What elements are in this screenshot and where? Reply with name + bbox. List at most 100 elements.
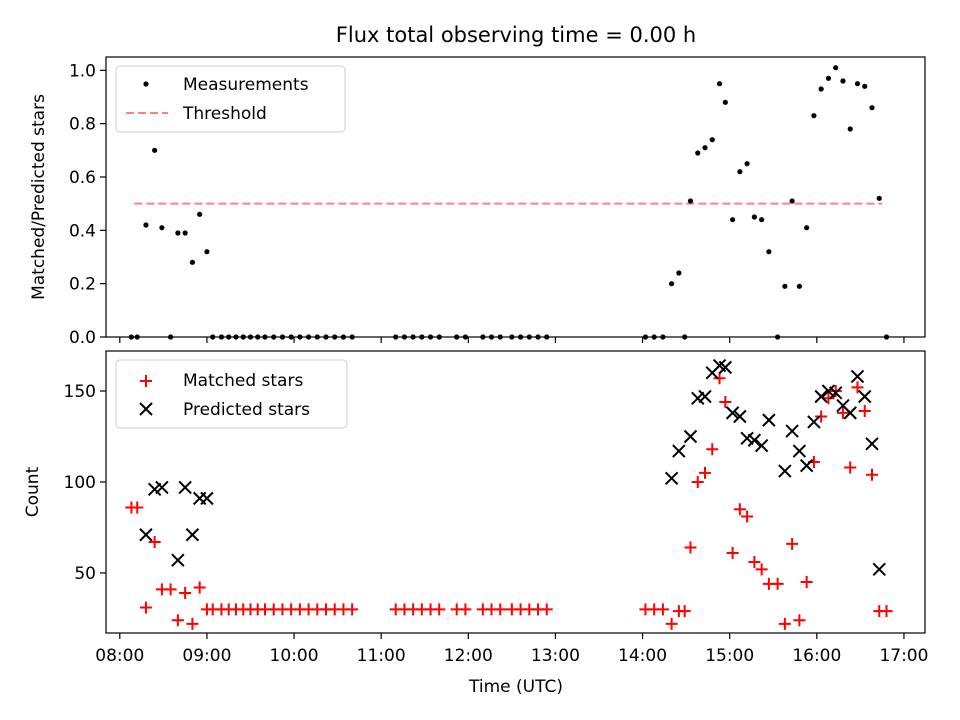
measurement-point	[766, 249, 772, 255]
predicted-star-point	[139, 528, 153, 542]
measurement-point	[833, 65, 839, 71]
predicted-star-point	[178, 480, 192, 495]
matched-star-point	[171, 614, 184, 627]
count-y-axis-label: Count	[23, 466, 43, 517]
predicted-star-point	[185, 528, 200, 542]
matched-star-point	[800, 576, 813, 589]
legend-measurements-label: Measurements	[183, 75, 309, 95]
predicted-star-point	[698, 389, 712, 404]
count-y-tick-label: 100	[64, 473, 96, 493]
x-tick-label: 14:00	[618, 646, 667, 666]
legend-predicted-label: Predicted stars	[183, 400, 310, 420]
measurement-point	[847, 126, 853, 132]
measurement-point	[729, 217, 736, 223]
measurement-point	[204, 249, 210, 255]
predicted-star-point	[725, 406, 740, 420]
ratio-y-tick-label: 0.8	[69, 115, 96, 135]
ratio-panel: 0.0 0.2 0.4 0.6 0.8 1.0 Matched/Predicted sta…	[29, 56, 926, 348]
matched-star-point	[540, 603, 553, 616]
measurement-point	[811, 113, 817, 119]
x-tick-label: 12:00	[444, 646, 493, 666]
count-marks	[125, 358, 893, 630]
matched-star-point	[684, 541, 697, 554]
predicted-star-point	[718, 360, 733, 375]
ratio-y-axis-label: Matched/Predicted stars	[29, 94, 49, 300]
matched-star-point	[433, 603, 446, 616]
ratio-y-tick-label: 0.0	[69, 328, 96, 348]
measurement-point	[197, 211, 203, 217]
matched-star-point	[665, 617, 678, 630]
matched-star-point	[193, 581, 206, 594]
measurement-point	[716, 81, 723, 87]
measurement-point	[751, 214, 757, 220]
predicted-star-point	[664, 471, 679, 486]
predicted-star-point	[200, 491, 214, 506]
measurement-point	[152, 147, 158, 153]
matched-star-point	[829, 385, 842, 398]
ratio-y-tick-label: 0.6	[69, 168, 96, 188]
legend-predicted-marker	[139, 402, 153, 416]
predicted-star-point	[683, 429, 698, 444]
predicted-star-point	[672, 444, 686, 458]
predicted-star-point	[778, 464, 792, 478]
predicted-star-point	[828, 386, 843, 400]
matched-star-point	[186, 617, 199, 630]
matched-star-point	[858, 405, 871, 418]
x-tick-label: 16:00	[792, 646, 841, 666]
chart-title: Flux total observing time = 0.00 h	[336, 23, 696, 47]
matched-star-point	[836, 406, 849, 419]
measurement-point	[189, 259, 196, 265]
measurement-point	[676, 270, 682, 276]
matched-star-point	[822, 392, 835, 405]
predicted-star-point	[858, 389, 872, 404]
measurement-point	[840, 78, 846, 84]
x-tick-label: 11:00	[357, 646, 406, 666]
predicted-star-point	[754, 438, 769, 453]
predicted-star-point	[843, 406, 857, 420]
measurement-point	[869, 105, 875, 111]
matched-star-point	[459, 603, 472, 616]
count-x-ticks: 08:00 09:00 10:00 11:00 12:00 13:00 14:00 15:00…	[95, 633, 928, 666]
matched-star-point	[851, 381, 864, 394]
measurement-point	[862, 83, 868, 89]
measurement-point	[669, 281, 675, 287]
measurement-point	[709, 137, 715, 143]
ratio-legend-box	[115, 65, 346, 133]
predicted-star-point	[733, 409, 747, 424]
count-y-tick-label: 50	[74, 564, 96, 584]
matched-star-point	[699, 466, 712, 479]
x-tick-label: 09:00	[182, 646, 231, 666]
predicted-star-point	[850, 369, 865, 384]
matched-star-point	[793, 614, 806, 627]
measurement-point	[175, 230, 181, 236]
measurement-point	[695, 150, 701, 156]
measurement-point	[687, 198, 694, 204]
ratio-x-ticks	[119, 337, 905, 343]
x-tick-label: 08:00	[95, 646, 144, 666]
x-tick-label: 10:00	[270, 646, 319, 666]
measurement-point	[796, 283, 802, 289]
matched-star-point	[179, 586, 192, 599]
matched-star-point	[131, 501, 144, 514]
predicted-star-point	[762, 413, 776, 427]
measurement-point	[876, 195, 882, 201]
legend-matched-marker	[140, 375, 152, 387]
matched-star-point	[815, 410, 828, 423]
measurement-point	[159, 225, 165, 231]
x-axis-label: Time (UTC)	[468, 677, 563, 697]
matched-star-point	[346, 603, 359, 616]
measurement-point	[804, 225, 810, 231]
count-legend-box	[115, 359, 348, 429]
matched-star-point	[786, 537, 799, 550]
ratio-y-tick-label: 0.2	[69, 275, 96, 295]
matched-star-point	[771, 577, 784, 590]
predicted-star-point	[155, 480, 169, 495]
measurement-point	[825, 75, 832, 81]
count-plot-frame	[105, 350, 926, 634]
matched-star-point	[713, 372, 726, 385]
predicted-star-point	[807, 415, 821, 429]
predicted-star-point	[814, 389, 828, 404]
matched-star-point	[741, 510, 754, 523]
matched-star-point	[139, 601, 152, 614]
